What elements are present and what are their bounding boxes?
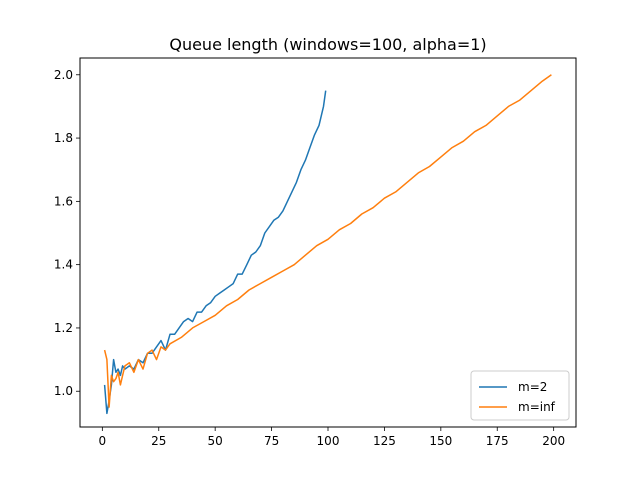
x-tick-label: 125 bbox=[373, 434, 396, 448]
legend-label: m=2 bbox=[518, 380, 547, 394]
x-tick-label: 175 bbox=[486, 434, 509, 448]
x-axis: 0 25 50 75 100 125 150 175 200 bbox=[99, 427, 565, 448]
x-tick-label: 0 bbox=[99, 434, 107, 448]
y-tick-label: 1.2 bbox=[54, 321, 73, 335]
legend-label: m=inf bbox=[518, 400, 556, 414]
chart-title: Queue length (windows=100, alpha=1) bbox=[169, 35, 486, 54]
series-line-1 bbox=[103, 90, 327, 415]
x-tick-label: 150 bbox=[429, 434, 452, 448]
y-tick-label: 1.6 bbox=[54, 194, 73, 208]
y-tick-label: 2.0 bbox=[54, 68, 73, 82]
legend-entries: m=2 m=inf bbox=[479, 380, 556, 414]
y-tick-label: 1.4 bbox=[54, 258, 73, 272]
y-axis: 1.0 1.2 1.4 1.6 1.8 2.0 bbox=[54, 68, 80, 398]
x-tick-label: 200 bbox=[542, 434, 565, 448]
x-tick-label: 100 bbox=[317, 434, 340, 448]
series-line-2 bbox=[103, 74, 552, 408]
legend: m=2 m=inf bbox=[470, 370, 570, 421]
y-tick-label: 1.8 bbox=[54, 131, 73, 145]
x-tick-label: 50 bbox=[208, 434, 223, 448]
series-layer bbox=[103, 74, 552, 415]
x-tick-label: 75 bbox=[264, 434, 279, 448]
y-tick-label: 1.0 bbox=[54, 384, 73, 398]
x-tick-label: 25 bbox=[151, 434, 166, 448]
